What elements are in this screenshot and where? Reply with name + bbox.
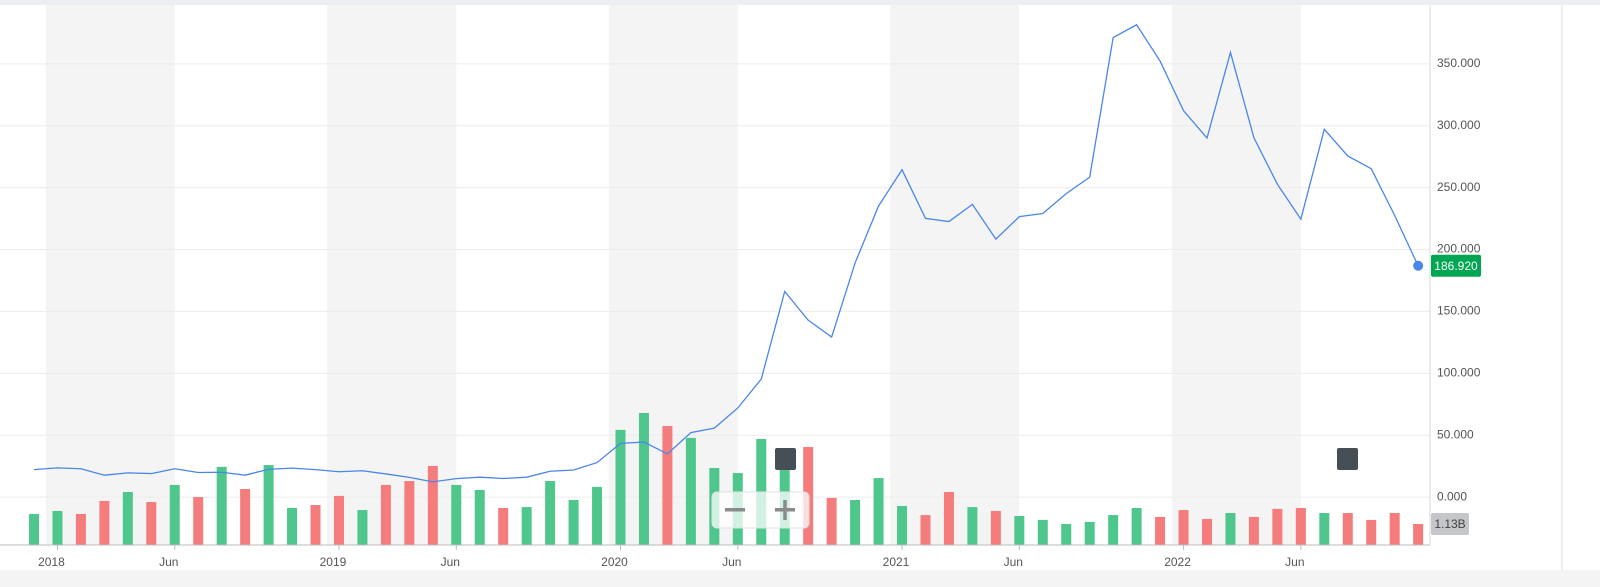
volume-bar <box>1014 515 1025 545</box>
volume-bar <box>1413 523 1424 545</box>
y-tick-label: 50.000 <box>1437 427 1474 441</box>
period-band <box>890 0 1020 545</box>
volume-bar <box>568 499 579 545</box>
y-tick-label: 250.000 <box>1437 180 1481 194</box>
volume-bar <box>967 507 978 545</box>
volume-bar <box>474 489 485 545</box>
volume-bar <box>287 507 298 545</box>
top-bar <box>0 0 1600 5</box>
volume-bar <box>427 465 438 545</box>
volume-bar <box>333 495 344 545</box>
x-tick-label: Jun <box>722 555 741 569</box>
y-tick-label: 300.000 <box>1437 118 1481 132</box>
volume-bar <box>1061 523 1072 545</box>
volume-bar <box>662 425 673 545</box>
zoom-in-stem <box>783 500 787 520</box>
volume-bar <box>592 486 603 545</box>
period-band <box>608 0 738 545</box>
x-tick-label: 2018 <box>38 555 65 569</box>
volume-bar <box>146 502 157 545</box>
last-price-label: 186.920 <box>1434 259 1478 273</box>
volume-bar <box>1131 507 1142 545</box>
x-tick-label: 2022 <box>1164 555 1191 569</box>
volume-bar <box>99 500 110 545</box>
volume-bar <box>1319 513 1330 545</box>
volume-bar <box>357 510 368 545</box>
volume-bar <box>240 489 251 545</box>
volume-bar <box>380 484 391 545</box>
volume-bar <box>451 484 462 545</box>
y-tick-label: 100.000 <box>1437 365 1481 379</box>
period-band <box>1171 0 1301 545</box>
volume-bar <box>169 484 180 545</box>
x-tick-label: Jun <box>441 555 460 569</box>
volume-bar <box>404 481 415 545</box>
x-tick-label: 2021 <box>883 555 910 569</box>
volume-bar <box>75 513 86 545</box>
volume-bar <box>920 515 931 545</box>
volume-bar <box>1178 510 1189 545</box>
volume-bar <box>498 507 509 545</box>
volume-bar <box>1225 513 1236 545</box>
y-tick-label: 0.000 <box>1437 489 1467 503</box>
volume-bar <box>638 412 649 545</box>
last-price-tag <box>1431 254 1481 277</box>
volume-bar <box>873 478 884 545</box>
volume-bar <box>1202 518 1212 545</box>
volume-bar <box>850 499 861 545</box>
y-tick-label: 150.000 <box>1437 304 1481 318</box>
volume-bar <box>1037 519 1048 545</box>
volume-bar <box>1366 519 1377 545</box>
volume-bar <box>193 497 204 545</box>
volume-bar <box>545 481 556 545</box>
price-line <box>33 23 1419 483</box>
period-band <box>327 0 457 545</box>
volume-bar <box>29 513 39 545</box>
y-tick-label: 350.000 <box>1437 56 1481 70</box>
split-marker-box <box>1337 448 1358 470</box>
last-volume-label: 1.13B <box>1434 517 1465 531</box>
plot: 0.000 50.000 100.000 150.000 200.000 250.000 3… <box>0 0 1481 569</box>
x-tick-label: 2019 <box>320 555 347 569</box>
volume-bar <box>1272 508 1283 545</box>
x-tick-label: Jun <box>159 555 178 569</box>
zoom-controls <box>711 491 810 529</box>
volume-bar <box>521 507 532 545</box>
split-marker[interactable] <box>1337 448 1358 470</box>
period-band <box>45 0 175 545</box>
volume-bar <box>685 437 696 545</box>
y-tick-label: 200.000 <box>1437 242 1481 256</box>
volume-bar <box>990 510 1001 545</box>
volume-bar <box>1155 516 1166 545</box>
volume-bar <box>263 465 274 545</box>
x-tick-label: 2020 <box>601 555 628 569</box>
volume-bar <box>216 466 227 545</box>
x-tick-label: Jun <box>1004 555 1023 569</box>
volume-bar <box>1108 515 1119 545</box>
volume-bar <box>122 492 133 545</box>
volume-bar <box>826 497 837 545</box>
last-price-dot <box>1413 260 1424 271</box>
last-volume-tag <box>1431 512 1469 535</box>
split-marker-box <box>775 448 796 470</box>
volume-bar <box>1389 513 1400 545</box>
volume-bar <box>615 429 626 545</box>
zoom-out[interactable] <box>725 508 745 512</box>
split-marker[interactable] <box>775 448 796 470</box>
bottom-bar <box>0 570 1600 587</box>
volume-bar <box>897 505 908 545</box>
volume-bar <box>1342 513 1353 545</box>
volume-bar <box>310 505 321 545</box>
volume-bar <box>1295 507 1306 545</box>
volume-bar <box>1248 516 1259 545</box>
volume-bar <box>943 492 954 545</box>
x-tick-label: Jun <box>1285 555 1304 569</box>
bands <box>45 0 1301 545</box>
volume-bar <box>52 510 63 545</box>
volume-bar <box>1084 521 1095 545</box>
